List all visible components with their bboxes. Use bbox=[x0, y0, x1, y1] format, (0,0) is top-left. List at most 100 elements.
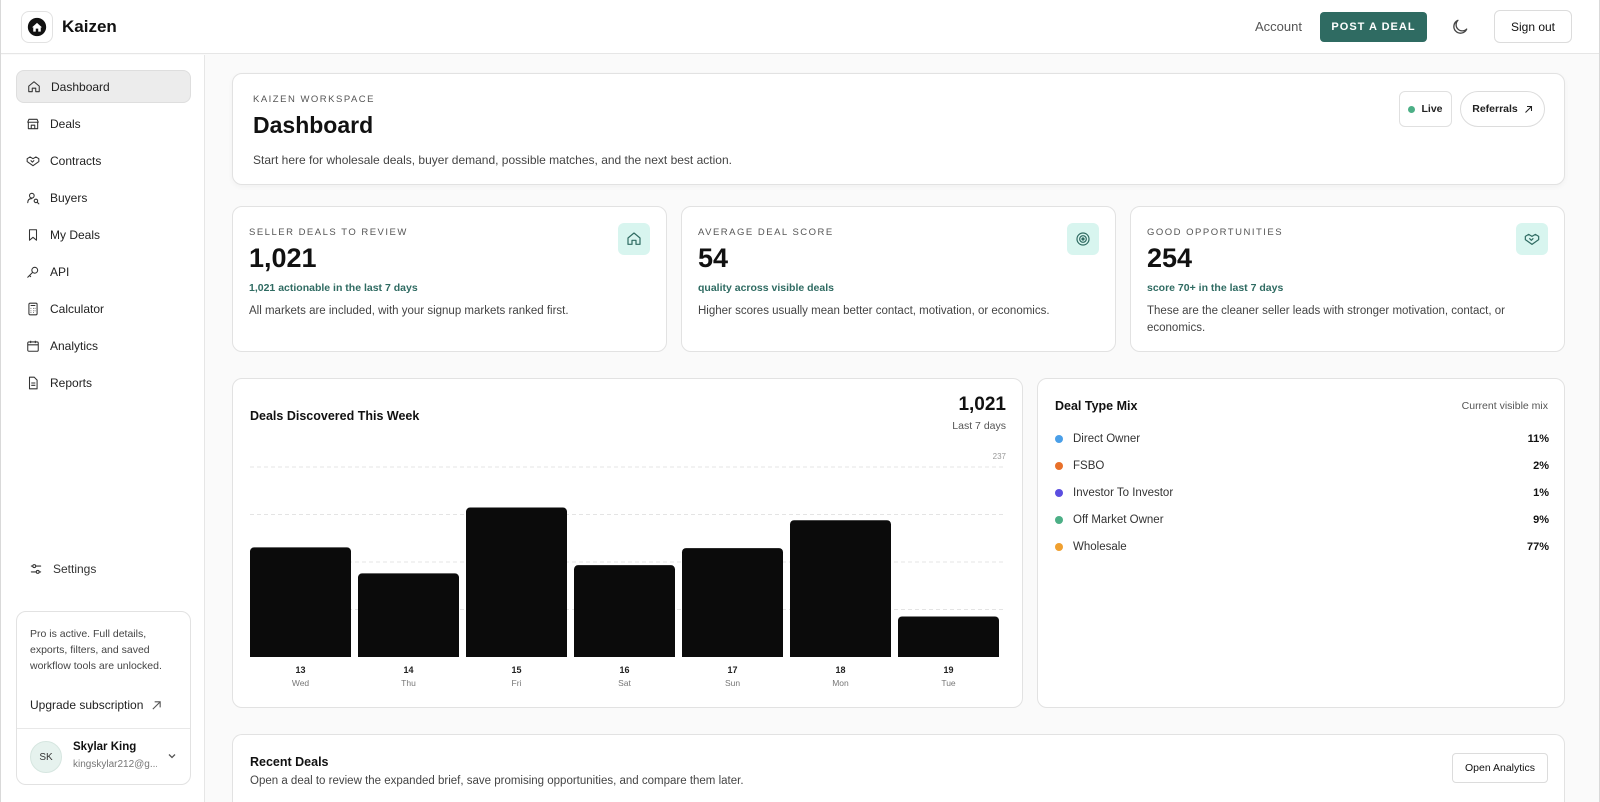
chart-bar-base bbox=[250, 653, 351, 657]
stat-label: AVERAGE DEAL SCORE bbox=[698, 227, 834, 238]
chart-bar-base bbox=[682, 653, 783, 657]
legend-dot-icon bbox=[1055, 462, 1063, 470]
mix-label: Investor To Investor bbox=[1073, 487, 1174, 499]
stat-note: 1,021 actionable in the last 7 days bbox=[249, 282, 418, 294]
legend-dot-icon bbox=[1055, 489, 1063, 497]
sidebar-item-label: Dashboard bbox=[51, 79, 110, 94]
legend-dot-icon bbox=[1055, 543, 1063, 551]
handshake-icon bbox=[1524, 233, 1540, 245]
open-analytics-button[interactable]: Open Analytics bbox=[1452, 753, 1548, 783]
chart-bar[interactable] bbox=[898, 616, 999, 657]
referrals-button[interactable]: Referrals bbox=[1460, 91, 1545, 127]
stat-label: SELLER DEALS TO REVIEW bbox=[249, 227, 408, 238]
chart-bar[interactable] bbox=[574, 565, 675, 657]
x-tick-sublabel: Wed bbox=[292, 678, 310, 688]
stat-card-seller-deals: SELLER DEALS TO REVIEW 1,021 1,021 actio… bbox=[232, 206, 667, 352]
bookmark-icon bbox=[28, 228, 38, 241]
stat-value: 54 bbox=[698, 243, 729, 273]
home-logo-icon bbox=[27, 17, 47, 37]
mix-row-direct-owner: Direct Owner 11% bbox=[1055, 431, 1549, 447]
sidebar-item-label: API bbox=[50, 264, 70, 279]
stat-card-good-opportunities: GOOD OPPORTUNITIES 254 score 70+ in the … bbox=[1130, 206, 1565, 352]
chart-title: Deals Discovered This Week bbox=[250, 409, 420, 423]
x-tick-sublabel: Sun bbox=[725, 678, 740, 688]
x-tick-sublabel: Mon bbox=[832, 678, 849, 688]
chart-bar[interactable] bbox=[250, 547, 351, 657]
calendar-icon bbox=[27, 340, 39, 352]
chart-bar[interactable] bbox=[466, 507, 567, 657]
x-tick-sublabel: Thu bbox=[401, 678, 416, 688]
upgrade-subscription-link[interactable]: Upgrade subscription bbox=[30, 698, 162, 712]
workspace-header-card: KAIZEN WORKSPACE Dashboard Start here fo… bbox=[232, 73, 1565, 185]
page-subtitle: Start here for wholesale deals, buyer de… bbox=[253, 153, 732, 167]
page-title: Dashboard bbox=[253, 112, 374, 138]
mix-row-fsbo: FSBO 2% bbox=[1055, 458, 1549, 474]
recent-deals-card: Recent Deals Open a deal to review the e… bbox=[232, 734, 1565, 802]
mix-row-off-market-owner: Off Market Owner 9% bbox=[1055, 512, 1549, 528]
mix-label: Wholesale bbox=[1073, 541, 1127, 553]
user-menu[interactable]: SK Skylar King kingskylar212@g... bbox=[17, 728, 190, 784]
sliders-icon bbox=[30, 564, 42, 574]
stat-note: score 70+ in the last 7 days bbox=[1147, 282, 1284, 294]
chart-bar[interactable] bbox=[682, 548, 783, 657]
logo[interactable] bbox=[21, 11, 53, 43]
chart-bar-base bbox=[574, 653, 675, 657]
file-icon bbox=[28, 376, 38, 389]
sign-out-button[interactable]: Sign out bbox=[1494, 10, 1572, 43]
sidebar-item-my-deals[interactable]: My Deals bbox=[16, 218, 191, 251]
key-icon bbox=[27, 266, 39, 278]
post-deal-button[interactable]: POST A DEAL bbox=[1320, 12, 1427, 42]
stat-icon-box bbox=[1516, 223, 1548, 255]
mix-percent: 1% bbox=[1533, 487, 1549, 499]
sidebar-item-dashboard[interactable]: Dashboard bbox=[16, 70, 191, 103]
chart-bar[interactable] bbox=[790, 520, 891, 657]
mix-note: Current visible mix bbox=[1461, 400, 1548, 412]
arrow-up-right-icon bbox=[152, 700, 162, 710]
account-link[interactable]: Account bbox=[1255, 19, 1302, 34]
target-icon bbox=[1076, 232, 1090, 246]
stat-icon-box bbox=[618, 223, 650, 255]
settings-link[interactable]: Settings bbox=[29, 562, 96, 576]
moon-icon[interactable] bbox=[1450, 17, 1470, 37]
stat-description: These are the cleaner seller leads with … bbox=[1147, 305, 1505, 334]
sidebar-item-analytics[interactable]: Analytics bbox=[16, 329, 191, 362]
subscription-card: Pro is active. Full details, exports, fi… bbox=[16, 611, 191, 785]
sidebar-item-api[interactable]: API bbox=[16, 255, 191, 288]
sidebar-item-deals[interactable]: Deals bbox=[16, 107, 191, 140]
sidebar-item-label: Analytics bbox=[50, 338, 99, 353]
stat-label: GOOD OPPORTUNITIES bbox=[1147, 227, 1284, 238]
handshake-icon bbox=[26, 155, 40, 166]
stat-note: quality across visible deals bbox=[698, 282, 834, 294]
sidebar-item-calculator[interactable]: Calculator bbox=[16, 292, 191, 325]
sidebar-item-label: Buyers bbox=[50, 190, 88, 205]
user-email: kingskylar212@g... bbox=[73, 759, 157, 770]
x-tick-label: 17 bbox=[727, 665, 737, 675]
chart-bar[interactable] bbox=[358, 573, 459, 657]
pro-status-text: Pro is active. Full details, exports, fi… bbox=[30, 628, 162, 672]
settings-label: Settings bbox=[53, 562, 97, 576]
stat-card-average-score: AVERAGE DEAL SCORE 54 quality across vis… bbox=[681, 206, 1116, 352]
mix-percent: 11% bbox=[1527, 433, 1549, 445]
sidebar-item-reports[interactable]: Reports bbox=[16, 366, 191, 399]
live-label: Live bbox=[1421, 103, 1443, 115]
referrals-label: Referrals bbox=[1472, 103, 1518, 115]
chevron-down-icon bbox=[168, 754, 176, 759]
mix-row-wholesale: Wholesale 77% bbox=[1055, 539, 1549, 555]
user-name: Skylar King bbox=[73, 741, 137, 753]
sidebar-item-label: Contracts bbox=[50, 153, 102, 168]
sidebar-item-label: My Deals bbox=[50, 227, 101, 242]
stat-icon-box bbox=[1067, 223, 1099, 255]
x-tick-label: 19 bbox=[943, 665, 953, 675]
sidebar-item-buyers[interactable]: Buyers bbox=[16, 181, 191, 214]
mix-label: Direct Owner bbox=[1073, 433, 1141, 445]
deals-discovered-chart-card: Deals Discovered This Week 1,021 Last 7 … bbox=[232, 378, 1023, 708]
home-icon bbox=[627, 232, 641, 245]
store-icon bbox=[27, 118, 39, 129]
sidebar-item-contracts[interactable]: Contracts bbox=[16, 144, 191, 177]
mix-percent: 77% bbox=[1526, 541, 1549, 553]
chart-bar-base bbox=[898, 653, 999, 657]
y-max-label: 237 bbox=[993, 452, 1007, 461]
deal-type-mix-card: Deal Type Mix Current visible mix Direct… bbox=[1037, 378, 1565, 708]
x-tick-sublabel: Sat bbox=[618, 678, 631, 688]
